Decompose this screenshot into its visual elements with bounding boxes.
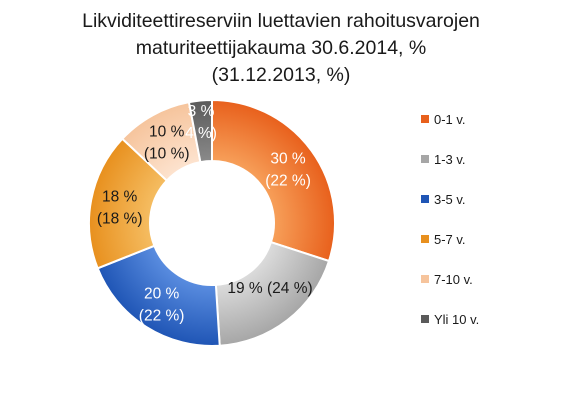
slice-labels: 30 % (22 %) 19 % (24 %) 20 % (22 %) 18 % (18 %… [97, 103, 313, 324]
slice-3-5-v [96, 244, 221, 347]
donut-slices [88, 98, 336, 347]
legend-swatch [421, 275, 429, 283]
slice-label: 19 % (24 %) [227, 280, 312, 297]
legend-label: 3-5 v. [434, 192, 466, 207]
chart-title-line: maturiteettijakauma 30.6.2014, % [135, 37, 427, 59]
legend-swatch [421, 315, 429, 323]
legend-label: 7-10 v. [434, 272, 473, 287]
legend-swatch [421, 195, 429, 203]
slice-5-7-v [88, 137, 169, 270]
legend-label: 5-7 v. [434, 232, 466, 247]
slice-Yli-10-v [187, 98, 213, 164]
slice-0-1-v [211, 98, 336, 263]
slice-label: 10 % (10 %) [144, 124, 190, 163]
legend-label: 1-3 v. [434, 152, 466, 167]
slice-label: 3 % 4 %) [185, 103, 217, 142]
chart-title: Likviditeettireserviin luettavien rahoit… [0, 8, 562, 89]
slice-label: 30 % (22 %) [265, 151, 311, 190]
legend-swatch [421, 235, 429, 243]
legend-label: 0-1 v. [434, 112, 466, 127]
slice-label: 20 % (22 %) [139, 285, 185, 324]
slice-label: 18 % (18 %) [97, 188, 143, 227]
legend: 0-1 v. 1-3 v. 3-5 v. 5-7 v. 7-10 v. Yli 10 v. [421, 112, 479, 327]
chart-title-line: (31.12.2013, %) [211, 64, 351, 86]
chart-title-line: Likviditeettireserviin luettavien rahoit… [82, 10, 480, 32]
legend-swatch [421, 115, 429, 123]
legend-label: Yli 10 v. [434, 312, 479, 327]
legend-swatch [421, 155, 429, 163]
